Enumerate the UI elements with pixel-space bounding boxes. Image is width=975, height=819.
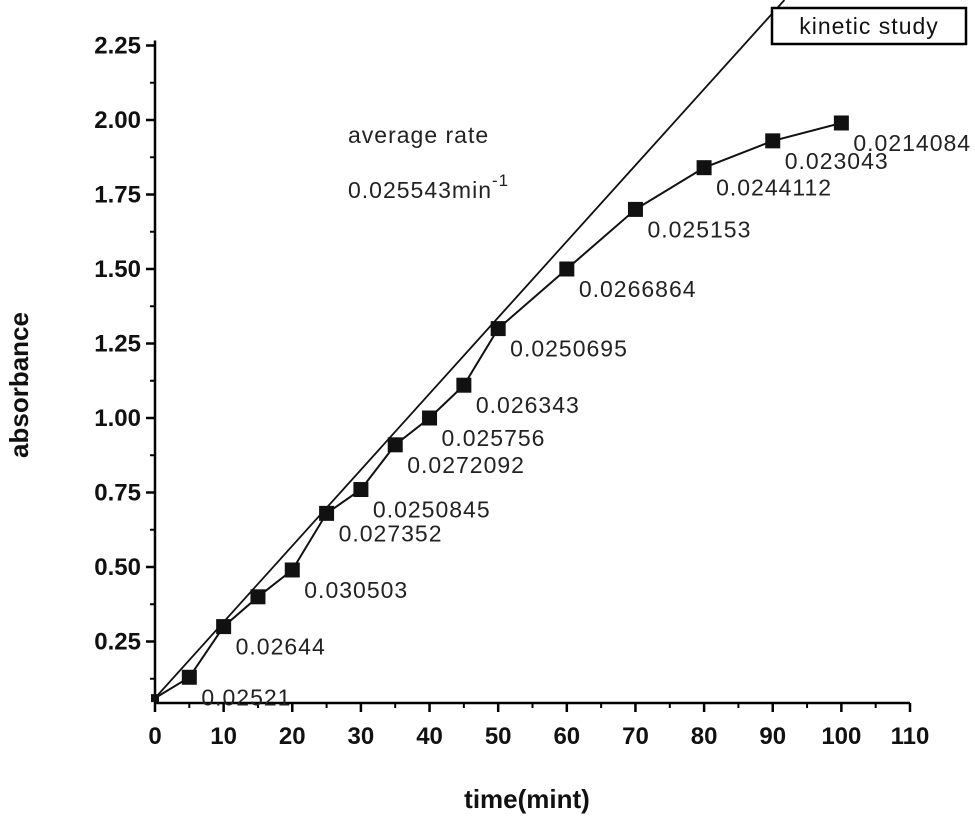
data-point bbox=[319, 505, 335, 521]
x-tick-label: 20 bbox=[279, 723, 306, 750]
point-label: 0.027352 bbox=[339, 520, 443, 546]
x-tick-label: 100 bbox=[821, 723, 861, 750]
legend: kinetic study bbox=[770, 6, 968, 46]
x-tick-label: 0 bbox=[148, 723, 161, 750]
point-label: 0.025153 bbox=[647, 216, 751, 242]
y-tick-label: 1.50 bbox=[94, 256, 141, 283]
y-tick-label: 0.75 bbox=[94, 480, 141, 507]
annotation-line1: average rate bbox=[348, 122, 489, 148]
point-label: 0.0244112 bbox=[716, 175, 832, 201]
y-tick-label: 1.00 bbox=[94, 405, 141, 432]
x-axis-title: time(mint) bbox=[464, 784, 590, 814]
series-line bbox=[154, 122, 842, 699]
x-tick-label: 50 bbox=[485, 723, 512, 750]
point-label: 0.0266864 bbox=[579, 276, 697, 302]
point-label: 0.030503 bbox=[304, 577, 408, 603]
y-tick-label: 2.00 bbox=[94, 107, 141, 134]
legend-box bbox=[770, 6, 968, 46]
data-point bbox=[353, 482, 369, 498]
x-tick-label: 10 bbox=[210, 723, 237, 750]
x-tick-label: 70 bbox=[622, 723, 649, 750]
data-point bbox=[490, 321, 506, 337]
data-point bbox=[151, 694, 159, 703]
y-tick-label: 0.25 bbox=[94, 629, 141, 656]
point-label: 0.026343 bbox=[476, 392, 580, 418]
y-tick-label: 0.50 bbox=[94, 554, 141, 581]
legend-label: kinetic study bbox=[799, 13, 939, 39]
data-point bbox=[387, 437, 403, 453]
data-point bbox=[456, 377, 472, 393]
x-tick-label: 30 bbox=[348, 723, 375, 750]
point-label: 0.02521 bbox=[201, 684, 291, 710]
point-label: 0.025756 bbox=[442, 425, 546, 451]
x-tick-label: 90 bbox=[759, 723, 786, 750]
data-point bbox=[559, 261, 575, 277]
point-label: 0.023043 bbox=[785, 148, 889, 174]
x-tick-label: 80 bbox=[691, 723, 718, 750]
fit-line-group bbox=[154, 0, 786, 699]
point-label: 0.0250695 bbox=[510, 336, 628, 362]
axes: 0 10 20 30 40 50 60 70 80 90 100 110 0.25 0.50 0.75 1.0… bbox=[94, 33, 929, 751]
point-label: 0.0272092 bbox=[407, 452, 525, 478]
data-point bbox=[181, 669, 197, 685]
annotation-superscript: -1 bbox=[492, 171, 509, 190]
data-point bbox=[422, 410, 438, 426]
y-tick-label: 1.25 bbox=[94, 331, 141, 358]
x-tick-label: 60 bbox=[553, 723, 580, 750]
point-label: 0.0250845 bbox=[373, 497, 491, 523]
data-point bbox=[284, 562, 300, 578]
y-axis-title: absorbance bbox=[4, 312, 34, 458]
data-point bbox=[250, 589, 266, 605]
annotation-line2: 0.025543min-1 bbox=[348, 171, 509, 203]
fit-line bbox=[154, 0, 786, 699]
point-label: 0.02644 bbox=[236, 634, 326, 660]
x-tick-label: 40 bbox=[416, 723, 443, 750]
annotation-rate: 0.025543min bbox=[348, 177, 492, 203]
x-tick-label: 110 bbox=[891, 723, 930, 750]
series-group bbox=[151, 115, 849, 703]
data-point bbox=[696, 160, 712, 176]
y-tick-label: 2.25 bbox=[94, 33, 141, 60]
data-point bbox=[765, 133, 781, 149]
y-tick-label: 1.75 bbox=[94, 182, 141, 209]
point-label: 0.0214084 bbox=[853, 130, 971, 156]
data-point bbox=[627, 201, 643, 217]
data-point bbox=[833, 115, 849, 131]
data-point bbox=[216, 619, 232, 635]
